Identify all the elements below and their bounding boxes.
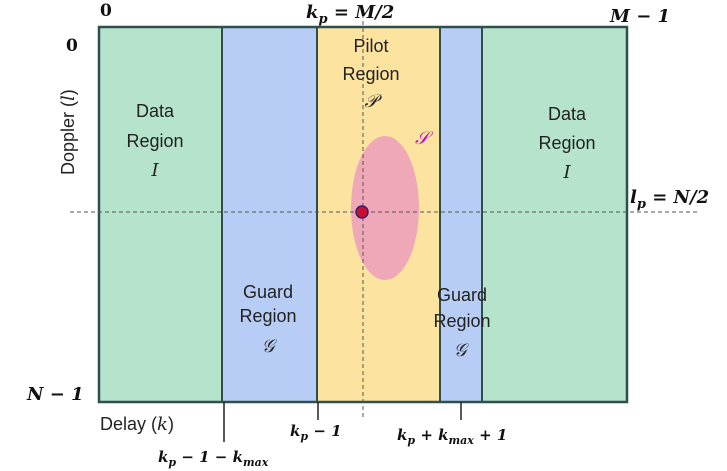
guard-left-line1: Guard	[243, 282, 293, 302]
top-mid-label: kp = M/2	[306, 2, 394, 27]
data-region-right	[482, 27, 627, 402]
right-mid-label: lp = N/2	[630, 187, 709, 212]
data-left-symbol: I	[150, 160, 159, 181]
data-right-symbol: I	[562, 162, 571, 183]
guard-right-line2: Region	[433, 311, 490, 331]
tick-b-label: kp − 1	[290, 422, 342, 443]
guard-right-symbol: 𝒢	[454, 340, 470, 361]
guard-region-left	[222, 27, 317, 402]
x-axis-label: Delay (k)	[100, 414, 174, 435]
tick-c-label: kp + kmax + 1	[397, 426, 507, 447]
left-top-label: 0	[66, 36, 78, 56]
data-region-left	[99, 27, 222, 402]
y-axis-label: Doppler (l)	[58, 89, 79, 175]
top-right-label: M − 1	[609, 6, 670, 27]
spread-region	[351, 136, 419, 280]
top-left-label: 0	[100, 1, 112, 21]
guard-region-right	[440, 27, 482, 402]
data-right-line1: Data	[548, 104, 587, 124]
data-left-line2: Region	[126, 131, 183, 151]
pilot-point	[355, 205, 369, 219]
tick-a-label: kp − 1 − kmax	[158, 448, 269, 469]
pilot-line2: Region	[342, 64, 399, 84]
guard-left-symbol: 𝒢	[262, 336, 278, 357]
data-right-line2: Region	[538, 133, 595, 153]
left-bottom-label: N − 1	[26, 384, 84, 405]
guard-left-line2: Region	[239, 306, 296, 326]
guard-right-line1: Guard	[437, 285, 487, 305]
data-left-line1: Data	[136, 101, 175, 121]
pilot-line1: Pilot	[353, 36, 388, 56]
